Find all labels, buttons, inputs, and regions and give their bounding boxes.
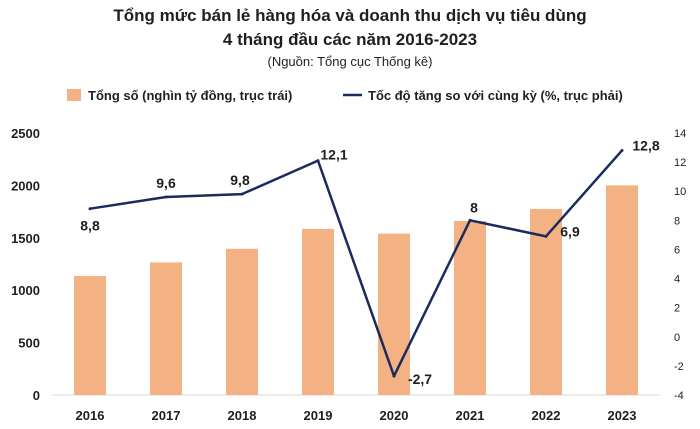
line-point-2019 — [316, 159, 320, 163]
data-label-2023: 12,8 — [632, 137, 659, 153]
data-label-2017: 9,6 — [156, 175, 176, 191]
y-right-tick-label: 12 — [674, 157, 686, 169]
y-left-tick-label: 1000 — [11, 283, 40, 298]
x-tick-label: 2021 — [456, 408, 485, 423]
y-right-tick-label: 0 — [674, 332, 680, 344]
bar-2017 — [150, 262, 182, 395]
line-point-2017 — [164, 195, 168, 199]
chart-title-line2: 4 tháng đầu các năm 2016-2023 — [223, 30, 477, 49]
y-right-tick-label: 10 — [674, 186, 686, 198]
chart-title-line1: Tổng mức bán lẻ hàng hóa và doanh thu dị… — [113, 6, 586, 25]
y-right-tick-label: 8 — [674, 215, 680, 227]
data-label-2016: 8,8 — [80, 218, 100, 234]
data-label-2022: 6,9 — [560, 223, 580, 239]
y-right-tick-label: -4 — [674, 390, 684, 402]
y-right-tick-label: -2 — [674, 361, 684, 373]
data-label-2018: 9,8 — [230, 172, 250, 188]
line-point-2021 — [468, 218, 472, 222]
bar-2023 — [606, 185, 638, 395]
bar-2022 — [530, 208, 562, 395]
data-label-2019: 12,1 — [320, 147, 347, 163]
x-tick-label: 2017 — [152, 408, 181, 423]
x-tick-label: 2019 — [304, 408, 333, 423]
legend-line-label: Tốc độ tăng so với cùng kỳ (%, trục phải… — [368, 88, 623, 103]
line-point-2020 — [392, 374, 396, 378]
line-point-2023 — [620, 148, 624, 152]
x-tick-label: 2018 — [228, 408, 257, 423]
y-left-tick-label: 2500 — [11, 126, 40, 141]
data-label-2021: 8 — [470, 199, 478, 215]
y-left-tick-label: 500 — [18, 336, 40, 351]
y-right-tick-label: 2 — [674, 303, 680, 315]
data-label-2020: -2,7 — [408, 371, 432, 387]
x-tick-label: 2022 — [532, 408, 561, 423]
chart-subtitle: (Nguồn: Tổng cục Thống kê) — [267, 54, 432, 69]
y-left-tick-label: 0 — [33, 388, 40, 403]
line-point-2022 — [544, 234, 548, 238]
bar-2019 — [302, 228, 334, 395]
x-tick-label: 2016 — [76, 408, 105, 423]
bar-2018 — [226, 248, 258, 395]
y-left-tick-label: 1500 — [11, 231, 40, 246]
line-series-path — [89, 149, 623, 378]
y-right-tick-label: 6 — [674, 244, 680, 256]
line-point-2018 — [240, 192, 244, 196]
plot-area: 0 500 1000 1500 2000 2500 -4 -2 0 2 4 6 8 10 12 14 2016 2… — [11, 126, 686, 423]
bar-2020 — [378, 233, 410, 395]
y-left-tick-label: 2000 — [11, 178, 40, 193]
line-point-2016 — [88, 207, 92, 211]
legend-bar-swatch — [67, 89, 81, 101]
bar-2021 — [454, 221, 486, 395]
y-right-tick-label: 4 — [674, 274, 680, 286]
legend: Tổng số (nghìn tỷ đồng, trục trái) Tốc đ… — [67, 88, 623, 103]
y-right-tick-label: 14 — [674, 128, 686, 140]
bar-2016 — [74, 276, 106, 395]
legend-bar-label: Tổng số (nghìn tỷ đồng, trục trái) — [88, 88, 292, 103]
x-tick-label: 2023 — [608, 408, 637, 423]
x-tick-label: 2020 — [380, 408, 409, 423]
